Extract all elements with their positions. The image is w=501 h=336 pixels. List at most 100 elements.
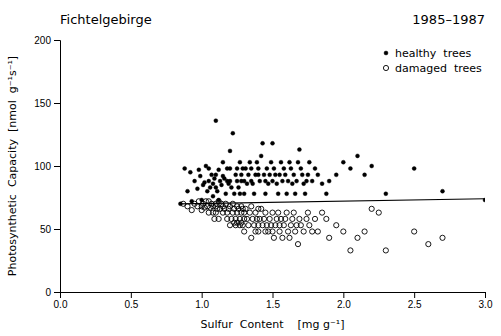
x-tick-label: 2.5 <box>408 299 422 310</box>
y-tick-mark <box>54 103 60 104</box>
point <box>283 173 287 177</box>
point <box>271 141 275 145</box>
point <box>263 192 267 196</box>
point <box>212 177 216 181</box>
trend-line <box>180 199 485 204</box>
point <box>211 194 215 198</box>
point <box>185 204 190 209</box>
point <box>234 173 238 177</box>
point <box>299 167 303 171</box>
point <box>228 167 232 171</box>
point <box>235 167 239 171</box>
x-tick-label: 3.0 <box>479 299 493 310</box>
point <box>237 185 241 189</box>
point <box>231 131 235 135</box>
point <box>261 216 266 221</box>
point <box>300 173 304 177</box>
point <box>310 179 314 183</box>
point <box>412 167 416 171</box>
x-tick-mark <box>202 292 203 298</box>
point <box>271 179 275 183</box>
point <box>244 167 248 171</box>
point <box>238 160 242 164</box>
point <box>256 229 261 234</box>
x-tick-mark <box>273 292 274 298</box>
x-tick-mark <box>343 292 344 298</box>
point <box>270 229 275 234</box>
y-tick-mark <box>54 292 60 293</box>
point <box>244 216 249 221</box>
y-tick: 50 <box>40 224 60 235</box>
point <box>188 170 192 174</box>
point <box>214 185 218 189</box>
point <box>369 206 374 211</box>
point <box>282 167 286 171</box>
point <box>246 223 251 228</box>
legend: healthy treesdamaged trees <box>383 47 482 75</box>
y-tick-label: 150 <box>34 98 51 109</box>
point <box>238 192 242 196</box>
point <box>316 173 320 177</box>
point <box>261 141 265 145</box>
x-tick-mark <box>414 292 415 298</box>
point <box>296 160 300 164</box>
point <box>242 192 246 196</box>
y-axis-title: Photosynthetic Capacity [nmol g⁻¹s⁻¹] <box>6 56 19 276</box>
point <box>280 235 285 240</box>
point <box>426 242 431 247</box>
point <box>246 173 250 177</box>
point <box>247 210 252 215</box>
point <box>270 210 275 215</box>
point <box>251 182 255 186</box>
point <box>266 182 270 186</box>
point <box>228 179 232 183</box>
point <box>293 192 297 196</box>
point <box>262 173 266 177</box>
point <box>232 192 236 196</box>
point <box>221 160 225 164</box>
point <box>242 229 247 234</box>
point <box>243 206 248 211</box>
x-tick-label: 0.0 <box>54 299 68 310</box>
legend-label: damaged trees <box>395 62 482 75</box>
point <box>363 173 367 177</box>
point <box>197 168 201 172</box>
point <box>295 242 300 247</box>
point <box>292 173 296 177</box>
point <box>285 192 289 196</box>
point <box>327 235 332 240</box>
point <box>273 173 277 177</box>
point <box>217 168 221 172</box>
point <box>256 167 260 171</box>
point <box>304 216 309 221</box>
point <box>305 210 310 215</box>
point <box>220 183 224 187</box>
x-tick: 2.5 <box>408 292 422 310</box>
point <box>240 223 245 228</box>
point <box>288 223 293 228</box>
point <box>287 235 292 240</box>
point <box>362 229 367 234</box>
point <box>293 229 298 234</box>
x-axis-line <box>61 293 486 299</box>
point <box>278 173 282 177</box>
point <box>255 160 259 164</box>
y-tick-mark <box>54 229 60 230</box>
legend-item: damaged trees <box>383 62 482 75</box>
point <box>320 182 324 186</box>
point <box>315 229 320 234</box>
point <box>295 179 299 183</box>
point <box>348 167 352 171</box>
point <box>341 229 346 234</box>
point <box>284 210 289 215</box>
y-axis-line <box>54 41 61 293</box>
point <box>301 229 306 234</box>
point <box>306 173 310 177</box>
point <box>272 167 276 171</box>
point <box>412 229 417 234</box>
marks <box>178 119 485 253</box>
point <box>327 179 331 183</box>
point <box>355 235 360 240</box>
y-tick: 200 <box>34 35 60 46</box>
x-tick: 1.0 <box>195 292 209 310</box>
